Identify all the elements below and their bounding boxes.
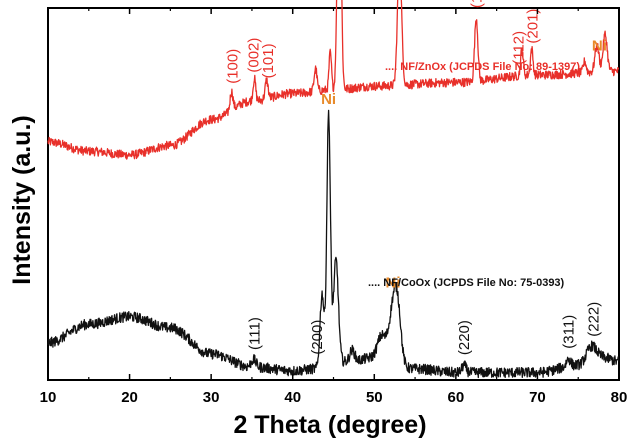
x-tick-label: 80 <box>611 389 628 406</box>
x-tick-label: 40 <box>284 389 301 406</box>
ni-peak-label: Ni <box>592 37 607 54</box>
hkl-peak-label: (311) <box>560 315 577 349</box>
legend-coox: .... NF/CoOx (JCPDS File No: 75-0393) <box>368 277 565 289</box>
hkl-peak-label: (222) <box>586 302 603 337</box>
series-line-coox <box>47 109 620 379</box>
x-tick-label: 50 <box>366 389 383 406</box>
hkl-peak-label: (220) <box>456 320 473 355</box>
x-tick-label: 30 <box>203 389 220 406</box>
legend-zno: .... NF/ZnOx (JCPDS File No: 89-1397) <box>385 61 580 73</box>
hkl-peak-label: (101) <box>260 43 277 78</box>
series-line-zno <box>47 0 620 160</box>
hkl-peak-label: (201) <box>525 9 542 44</box>
hkl-peak-label: (103) <box>468 0 485 8</box>
x-tick-label: 10 <box>40 389 57 406</box>
x-tick-label: 70 <box>529 389 546 406</box>
hkl-peak-label: (111) <box>246 317 263 350</box>
hkl-peak-label: (002) <box>246 38 263 73</box>
ni-peak-label: Ni <box>386 275 401 292</box>
x-tick-label: 60 <box>448 389 465 406</box>
x-axis-title: 2 Theta (degree) <box>233 411 426 439</box>
hkl-peak-label: (100) <box>224 49 241 84</box>
hkl-peak-label: (200) <box>309 320 326 355</box>
ni-peak-label: Ni <box>321 91 336 108</box>
y-axis-title: Intensity (a.u.) <box>8 115 36 284</box>
hkl-peak-label: (112) <box>511 31 528 65</box>
x-tick-label: 20 <box>121 389 138 406</box>
